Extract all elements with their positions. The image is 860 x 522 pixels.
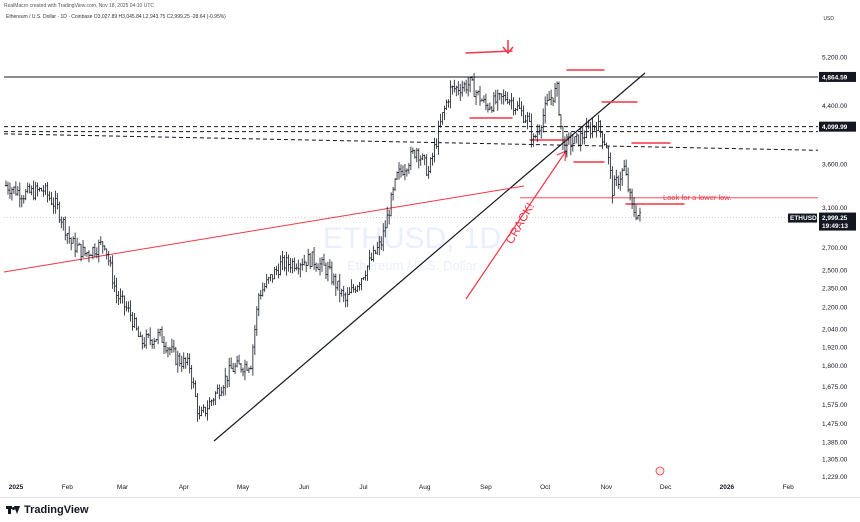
sloped-dashed-line xyxy=(3,133,819,151)
tradingview-logo[interactable]: TradingView xyxy=(6,504,89,516)
symbol-info: Ethereum / U.S. Dollar · 1D · Coinbase O… xyxy=(6,14,226,20)
x-tick-label: Feb xyxy=(62,484,74,491)
y-tick-label: 1,475.00 xyxy=(822,421,848,428)
x-tick-label: Jun xyxy=(299,484,310,491)
annotations: CRACK! Look for a lower low. xyxy=(502,193,731,247)
x-tick-label: 2025 xyxy=(9,484,24,491)
currency-label[interactable]: USD xyxy=(823,16,834,22)
price-level-lines xyxy=(3,76,819,218)
x-tick-label: Jul xyxy=(359,484,368,491)
x-tick-label: Nov xyxy=(601,484,613,491)
price-tag-high xyxy=(819,71,856,82)
red-marker-line xyxy=(465,50,513,54)
x-tick-label: Apr xyxy=(179,484,190,491)
last-price-tag-text: 2,999.25 xyxy=(822,215,848,222)
footer-bar: TradingView xyxy=(0,497,860,522)
price-tag-level-text: 4,099.99 xyxy=(822,124,848,131)
last-price-tag-text: 19:49:13 xyxy=(822,223,848,230)
y-tick-label: 2,200.00 xyxy=(822,305,848,312)
x-tick-label: May xyxy=(237,484,250,491)
event-icon xyxy=(655,466,665,476)
y-tick-label: 5,200.00 xyxy=(822,55,848,62)
x-tick-label: Feb xyxy=(782,484,794,491)
symbol-tag-text: ETHUSD xyxy=(790,215,817,222)
tradingview-name: TradingView xyxy=(24,504,89,516)
top-arrow xyxy=(502,40,514,55)
lower-low-annotation: Look for a lower low. xyxy=(663,193,731,202)
price-chart[interactable]: ETHUSD, 1D Ethereum / U.S. Dollar CRACK!… xyxy=(0,0,860,497)
watermark-symbol: ETHUSD, 1D xyxy=(323,222,501,255)
price-tag-high-text: 4,864.59 xyxy=(822,74,848,81)
ascending-trendline xyxy=(213,72,646,442)
red-trendline xyxy=(3,185,525,273)
y-tick-label: 1,800.00 xyxy=(822,363,848,370)
price-axis[interactable]: 5,200.00 4,400.00 3,600.00 3,100.00 2,700.00… xyxy=(822,55,848,481)
y-tick-label: 1,920.00 xyxy=(822,344,848,351)
attribution-text: RealMacro created with TradingView.com, … xyxy=(4,3,154,9)
ohlc-bars xyxy=(4,73,642,422)
x-tick-label: Aug xyxy=(419,484,431,491)
y-tick-label: 1,305.00 xyxy=(822,457,848,464)
x-tick-label: Oct xyxy=(540,484,550,491)
y-tick-label: 3,100.00 xyxy=(822,205,848,212)
x-tick-label: Sep xyxy=(480,484,492,491)
time-axis[interactable]: 2025 Feb Mar Apr May Jun Jul Aug Sep Oct Nov Dec 202… xyxy=(9,484,794,491)
y-tick-label: 3,600.00 xyxy=(822,161,848,168)
y-tick-label: 2,500.00 xyxy=(822,268,848,275)
y-tick-label: 1,385.00 xyxy=(822,439,848,446)
watermark-name: Ethereum / U.S. Dollar xyxy=(347,258,478,273)
x-tick-label: Dec xyxy=(660,484,672,491)
crack-arrow-head xyxy=(556,150,567,162)
y-tick-label: 2,040.00 xyxy=(822,327,848,334)
y-tick-label: 4,400.00 xyxy=(822,103,848,110)
price-tag-level xyxy=(819,121,856,132)
watermark: ETHUSD, 1D Ethereum / U.S. Dollar xyxy=(323,222,501,273)
last-price-tag xyxy=(819,212,856,231)
y-tick-label: 1,575.00 xyxy=(822,402,848,409)
y-tick-label: 1,229.00 xyxy=(822,474,848,481)
symbol-tag xyxy=(788,213,817,223)
tradingview-logo-icon xyxy=(6,505,20,515)
y-tick-label: 2,350.00 xyxy=(822,286,848,293)
y-tick-label: 2,700.00 xyxy=(822,245,848,252)
trend-drawings xyxy=(3,40,685,476)
x-tick-label: 2026 xyxy=(720,484,735,491)
crack-arrow xyxy=(465,150,567,300)
y-tick-label: 1,675.00 xyxy=(822,384,848,391)
crack-annotation: CRACK! xyxy=(502,200,537,246)
x-tick-label: Mar xyxy=(117,484,129,491)
